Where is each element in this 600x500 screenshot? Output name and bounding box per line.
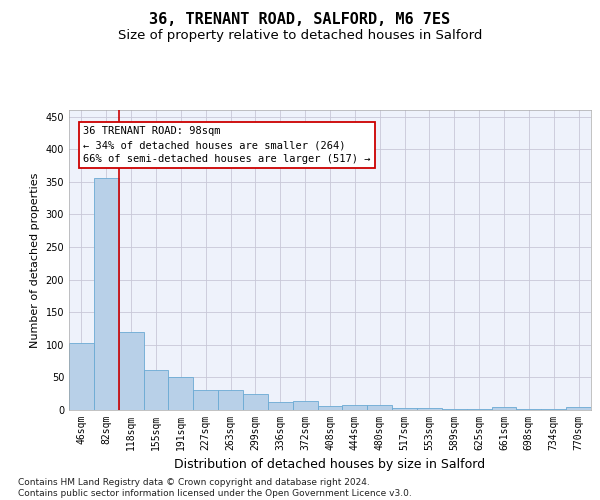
Bar [218, 390, 243, 410]
Bar [69, 343, 94, 410]
Bar [94, 178, 119, 410]
Bar [169, 378, 193, 410]
Bar [143, 370, 169, 410]
Bar [417, 408, 442, 410]
Bar [243, 394, 268, 410]
Y-axis label: Number of detached properties: Number of detached properties [30, 172, 40, 348]
Bar [193, 390, 218, 410]
Bar [343, 406, 367, 410]
Text: Contains HM Land Registry data © Crown copyright and database right 2024.
Contai: Contains HM Land Registry data © Crown c… [18, 478, 412, 498]
Bar [119, 332, 143, 410]
Bar [293, 401, 317, 410]
Text: 36, TRENANT ROAD, SALFORD, M6 7ES: 36, TRENANT ROAD, SALFORD, M6 7ES [149, 12, 451, 28]
Bar [392, 408, 417, 410]
Bar [566, 408, 591, 410]
Text: 36 TRENANT ROAD: 98sqm
← 34% of detached houses are smaller (264)
66% of semi-de: 36 TRENANT ROAD: 98sqm ← 34% of detached… [83, 126, 371, 164]
Text: Size of property relative to detached houses in Salford: Size of property relative to detached ho… [118, 29, 482, 42]
Bar [268, 402, 293, 410]
Bar [367, 406, 392, 410]
Bar [491, 408, 517, 410]
X-axis label: Distribution of detached houses by size in Salford: Distribution of detached houses by size … [175, 458, 485, 471]
Bar [317, 406, 343, 410]
